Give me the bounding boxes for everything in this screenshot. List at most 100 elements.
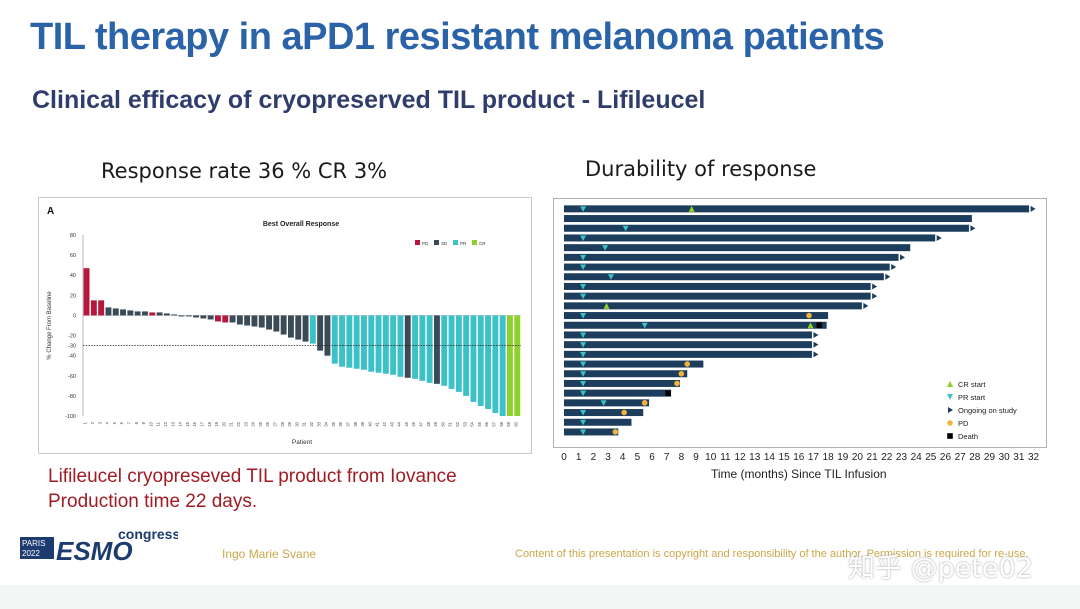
patient-tick-label: 1: [83, 421, 88, 424]
swimmer-bar: [564, 409, 644, 417]
patient-tick-label: 48: [426, 421, 431, 426]
ongoing-arrow: [863, 302, 869, 309]
pr-start-marker: [580, 254, 587, 261]
patient-tick-label: 53: [462, 421, 467, 426]
patient-tick-label: 11: [156, 421, 161, 426]
patient-tick-label: 45: [404, 421, 409, 426]
waterfall-bar: [397, 315, 404, 377]
x-tick-label: 0: [561, 452, 567, 463]
waterfall-bar: [215, 315, 221, 322]
pr-start-marker: [580, 313, 587, 319]
legend-swatch: [415, 240, 420, 245]
pd-marker: [806, 312, 812, 319]
waterfall-title: Best Overall Response: [263, 221, 339, 228]
legend-label: SD: [441, 241, 448, 246]
patient-tick-label: 60: [513, 421, 518, 426]
swimmer-bar: [564, 234, 936, 242]
swimmer-bar: [564, 253, 899, 261]
death-marker: [816, 322, 823, 329]
swimmer-bar: [564, 399, 650, 407]
swimmer-bar: [564, 244, 911, 252]
patient-tick-label: 30: [294, 421, 299, 426]
x-tick-label: 19: [837, 452, 849, 463]
patient-tick-label: 41: [375, 421, 380, 426]
logo-city: PARIS: [22, 539, 45, 548]
waterfall-bar: [514, 315, 521, 416]
x-tick-label: 4: [620, 452, 626, 463]
swimmer-bar: [564, 205, 1030, 213]
patient-tick-label: 58: [499, 421, 504, 426]
x-tick-label: 30: [999, 452, 1011, 463]
patient-tick-label: 39: [360, 421, 365, 426]
pr-start-marker: [641, 322, 648, 329]
ongoing-arrow: [900, 254, 906, 261]
waterfall-bar: [185, 315, 192, 317]
note-line-1: Lifileucel cryopreseved TIL product from…: [48, 466, 457, 487]
patient-tick-label: 15: [185, 421, 190, 426]
cr-start-marker: [807, 322, 814, 329]
x-tick-label: 21: [867, 452, 879, 463]
waterfall-bar: [470, 315, 477, 402]
legend-label: Ongoing on study: [958, 406, 1017, 415]
x-tick-label: 17: [808, 452, 820, 463]
waterfall-bar: [142, 311, 148, 316]
legend-label: PD: [422, 241, 429, 246]
x-tick-label: 2: [591, 452, 597, 463]
x-tick-label: 5: [635, 452, 641, 463]
y-tick-label: 0: [73, 313, 76, 319]
waterfall-bar: [485, 315, 491, 409]
swimmer-bar: [564, 282, 871, 290]
waterfall-bar: [258, 315, 265, 328]
waterfall-bar: [222, 315, 229, 323]
waterfall-bar: [302, 315, 309, 342]
waterfall-bar: [120, 309, 126, 316]
x-tick-label: 22: [881, 452, 893, 463]
waterfall-bar: [346, 315, 353, 368]
swimmer-bar: [564, 302, 862, 310]
patient-tick-label: 10: [148, 421, 153, 426]
patient-tick-label: 8: [134, 421, 139, 424]
pr-start-marker: [602, 245, 609, 251]
presenter-name: Ingo Marie Svane: [222, 547, 317, 561]
patient-tick-label: 56: [484, 421, 489, 426]
waterfall-bar: [229, 315, 236, 323]
x-tick-label: 24: [911, 452, 923, 463]
swimmer-bar: [564, 292, 871, 300]
legend-swatch: [472, 240, 477, 245]
ongoing-arrow: [813, 341, 819, 348]
note-line-2: Production time 22 days.: [48, 491, 258, 512]
swimmer-bar: [564, 215, 972, 223]
pr-start-marker: [580, 410, 587, 416]
waterfall-bar: [404, 315, 411, 378]
patient-tick-label: 52: [455, 421, 460, 426]
ongoing-arrow: [885, 273, 891, 280]
waterfall-bar: [375, 315, 382, 373]
pr-start-marker: [580, 342, 587, 348]
waterfall-bar: [127, 310, 134, 316]
y-tick-label: 20: [70, 293, 76, 299]
patient-tick-label: 49: [433, 421, 438, 426]
pr-start-marker: [580, 380, 587, 387]
x-tick-label: 29: [984, 452, 996, 463]
pr-start-marker: [600, 400, 607, 406]
pr-start-marker: [580, 371, 587, 377]
pr-start-marker: [580, 332, 587, 338]
waterfall-bar: [90, 300, 97, 316]
ongoing-arrow: [1030, 205, 1036, 212]
patient-tick-label: 43: [389, 421, 394, 426]
death-marker: [665, 390, 671, 396]
waterfall-bar: [412, 315, 418, 379]
patient-tick-label: 31: [302, 421, 307, 426]
waterfall-bar: [163, 313, 170, 316]
waterfall-bar: [193, 315, 199, 318]
waterfall-bar: [492, 315, 499, 413]
legend-pd-icon: [947, 420, 953, 426]
swimmer-bar: [564, 360, 704, 368]
y-tick-label: -80: [68, 394, 76, 400]
ongoing-arrow: [872, 283, 878, 290]
pr-start-marker: [607, 274, 614, 280]
waterfall-bar: [477, 315, 484, 406]
swimmer-bar: [564, 418, 632, 426]
swimmer-chart-panel: CR start PR start Ongoing on study PD Death: [553, 198, 1047, 448]
pr-start-marker: [580, 206, 587, 212]
